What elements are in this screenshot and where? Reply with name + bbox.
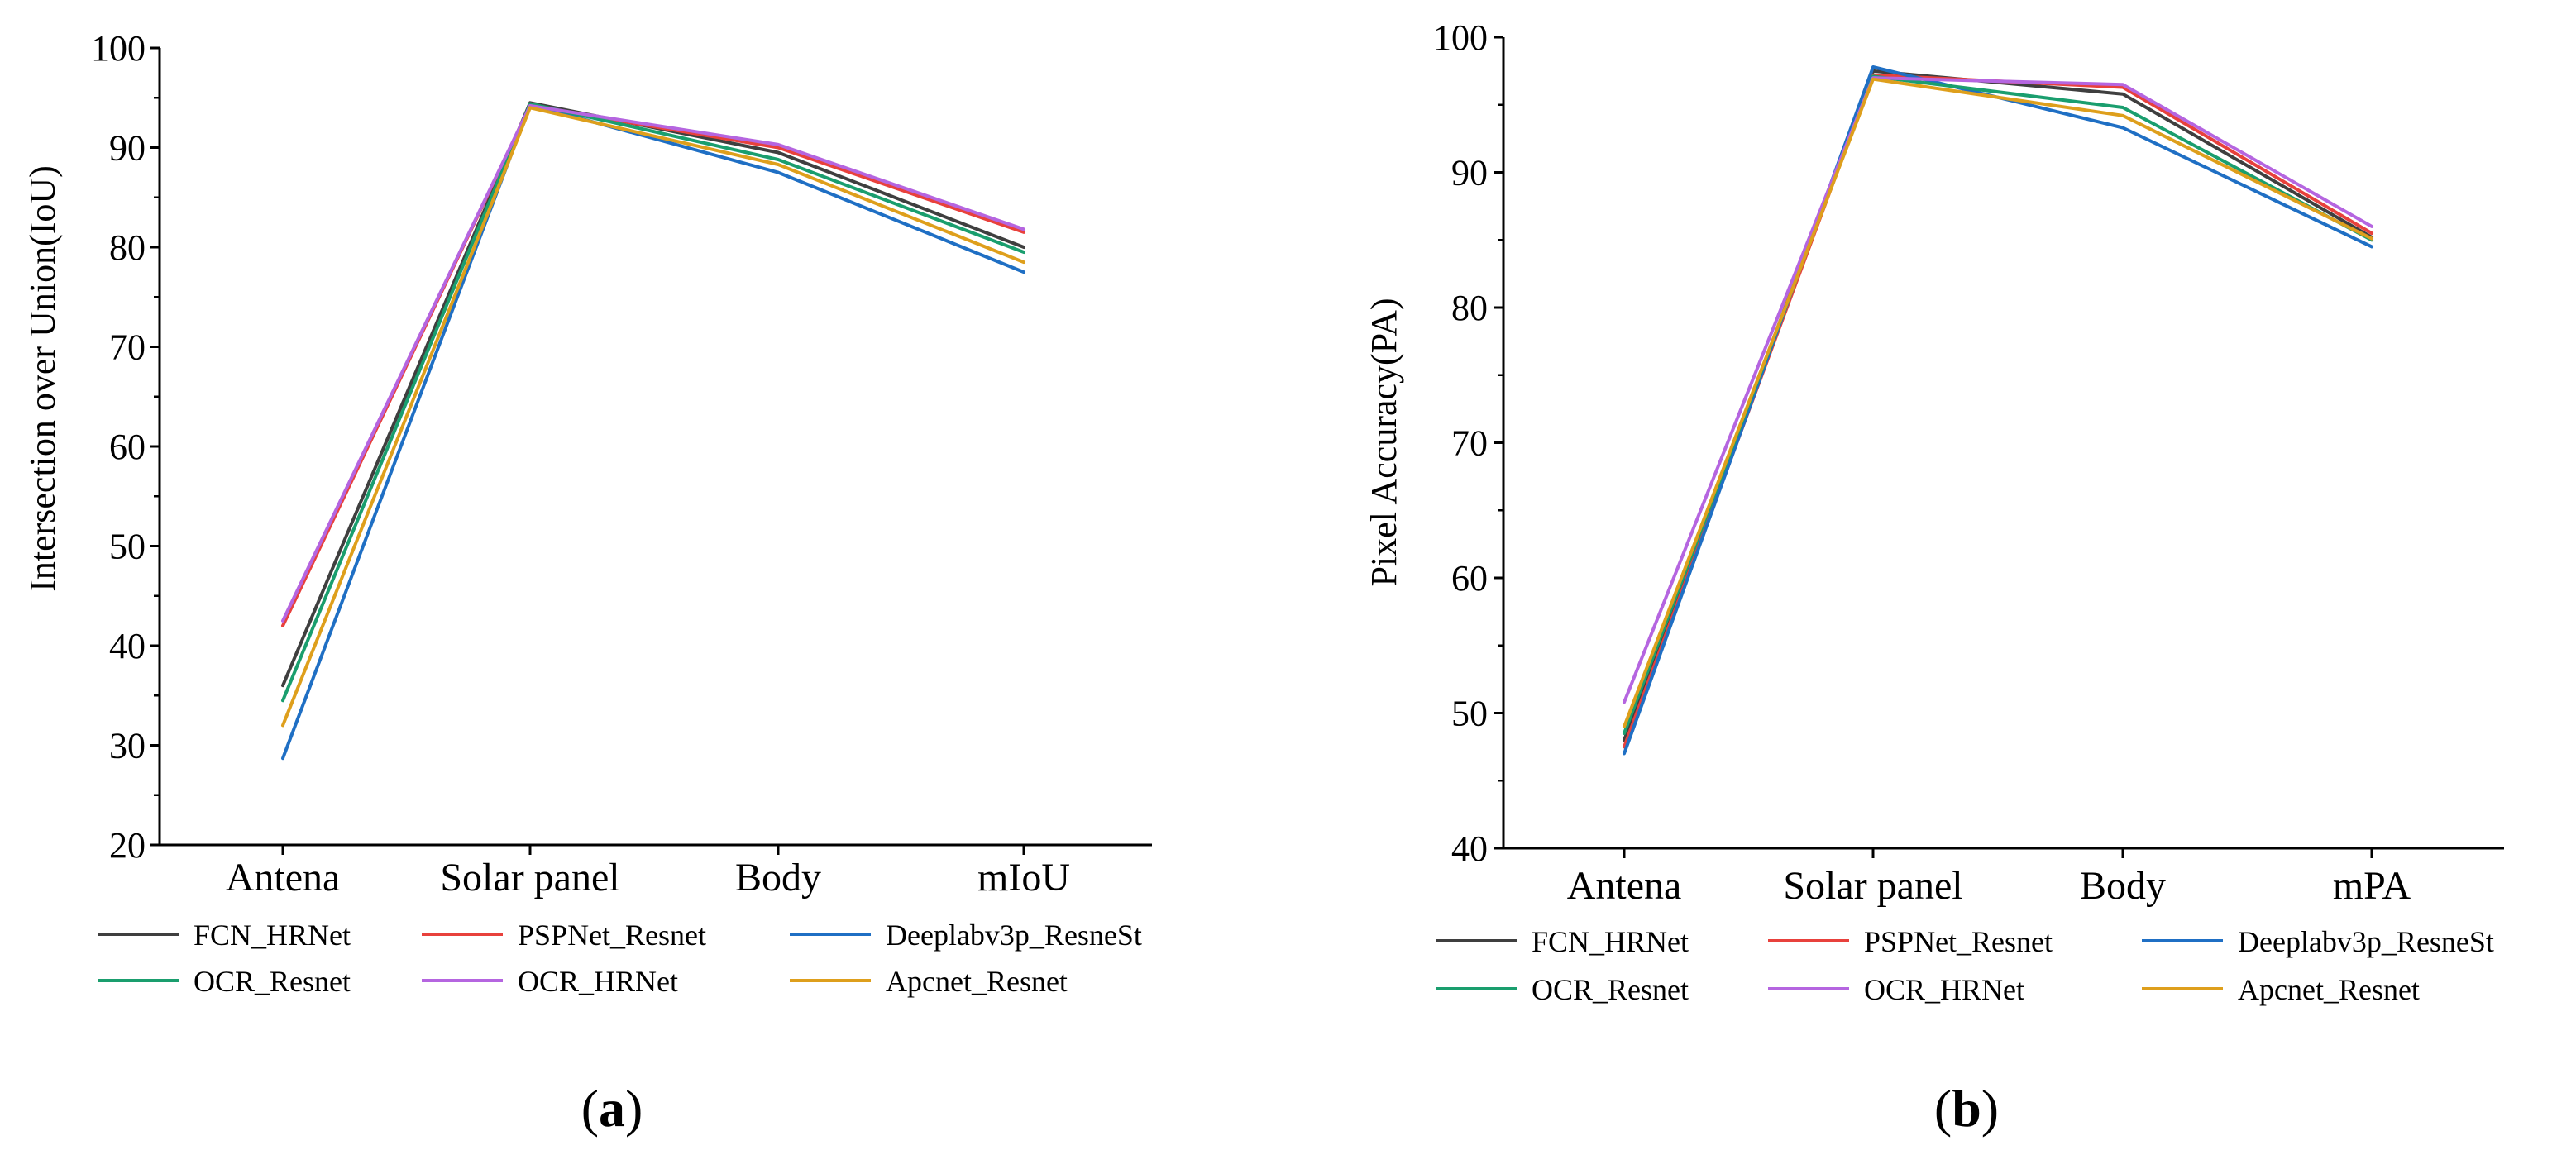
chart-a: 20 30 40 50 60 70 80 90 100 Antena Solar panel Bod…	[22, 28, 1152, 1138]
chart-b-series-line-fcn-hrnet	[1623, 69, 2373, 742]
chart-a-panel-label: (a)	[581, 1079, 643, 1138]
chart-b-series-line-deeplabv3p-resnest	[1623, 65, 2373, 756]
chart-a-series-line-apcnet-resnet	[281, 106, 1025, 728]
chart-a-y-tick-label: 80	[109, 227, 146, 268]
chart-b-y-ticks: 40 50 60 70 80 90 100	[1433, 17, 1503, 869]
chart-a-series	[281, 101, 1025, 761]
chart-a-legend-label-4: OCR_HRNet	[518, 965, 678, 998]
chart-b-axes	[1502, 37, 2504, 850]
chart-a-y-tick-label: 20	[109, 825, 146, 866]
chart-b-y-tick-label: 50	[1451, 694, 1488, 734]
chart-b-legend-label-0: FCN_HRNet	[1532, 925, 1689, 958]
chart-a-panel-letter: a	[599, 1079, 625, 1138]
chart-b-series-line-ocr-hrnet	[1623, 76, 2373, 704]
chart-b-legend-label-5: Apcnet_Resnet	[2238, 973, 2420, 1006]
chart-b-series	[1623, 65, 2373, 756]
chart-b-y-tick-label: 70	[1451, 423, 1488, 464]
chart-a-y-tick-label: 40	[109, 626, 146, 666]
chart-b-panel-letter: b	[1952, 1079, 1981, 1138]
chart-a-series-line-ocr-hrnet	[281, 103, 1025, 623]
chart-a-legend-label-0: FCN_HRNet	[194, 919, 351, 952]
chart-a-legend-label-3: OCR_Resnet	[194, 965, 351, 998]
chart-a-x-tick-label: Antena	[226, 856, 341, 899]
chart-a-y-tick-label: 30	[109, 726, 146, 766]
chart-a-legend-label-1: PSPNet_Resnet	[518, 919, 706, 952]
chart-a-y-tick-label: 50	[109, 527, 146, 567]
chart-a-y-tick-label: 100	[91, 28, 146, 69]
chart-b-legend-label-2: Deeplabv3p_ResneSt	[2238, 925, 2494, 958]
chart-b-y-tick-label: 90	[1451, 153, 1488, 193]
chart-b-legend-label-3: OCR_Resnet	[1532, 973, 1689, 1006]
chart-b: 40 50 60 70 80 90 100 Antena Solar panel Body mPA…	[1364, 17, 2504, 1138]
chart-a-x-tick-label: mIoU	[977, 856, 1070, 899]
chart-b-y-axis-title: Pixel Accuracy(PA)	[1364, 298, 1404, 586]
chart-b-x-tick-label: mPA	[2333, 864, 2411, 908]
chart-b-x-tick-label: Solar panel	[1783, 864, 1962, 908]
chart-b-legend: FCN_HRNet PSPNet_Resnet Deeplabv3p_Resne…	[1436, 925, 2494, 1006]
chart-b-legend-label-4: OCR_HRNet	[1864, 973, 2024, 1006]
chart-b-y-tick-label: 60	[1451, 558, 1488, 599]
chart-a-x-tick-label: Body	[735, 856, 821, 899]
chart-a-axes	[158, 48, 1152, 847]
chart-a-y-ticks: 20 30 40 50 60 70 80 90 100	[91, 28, 160, 866]
chart-a-series-line-ocr-resnet	[281, 102, 1025, 703]
chart-b-panel-label: (b)	[1934, 1079, 1999, 1138]
chart-a-y-tick-label: 60	[109, 427, 146, 467]
chart-b-series-line-pspnet-resnet	[1623, 73, 2373, 749]
chart-a-legend: FCN_HRNet PSPNet_Resnet Deeplabv3p_Resne…	[98, 919, 1142, 998]
chart-b-x-ticks: Antena Solar panel Body mPA	[1567, 848, 2411, 908]
chart-b-x-tick-label: Body	[2080, 864, 2166, 908]
chart-b-y-tick-label: 100	[1433, 17, 1488, 58]
chart-a-legend-label-5: Apcnet_Resnet	[886, 965, 1068, 998]
chart-b-y-tick-label: 80	[1451, 288, 1488, 328]
chart-b-series-line-apcnet-resnet	[1623, 77, 2373, 728]
chart-a-y-tick-label: 70	[109, 327, 146, 368]
chart-b-y-tick-label: 40	[1451, 828, 1488, 869]
chart-a-x-tick-label: Solar panel	[440, 856, 619, 899]
chart-b-legend-label-1: PSPNet_Resnet	[1864, 925, 2053, 958]
chart-a-series-line-pspnet-resnet	[281, 103, 1025, 627]
chart-a-x-ticks: Antena Solar panel Body mIoU	[226, 845, 1070, 899]
chart-a-series-line-deeplabv3p-resnest	[281, 103, 1025, 761]
chart-a-legend-label-2: Deeplabv3p_ResneSt	[886, 919, 1142, 952]
chart-a-y-tick-label: 90	[109, 128, 146, 169]
chart-b-series-line-ocr-resnet	[1623, 74, 2373, 735]
chart-b-x-tick-label: Antena	[1567, 864, 1682, 908]
chart-a-y-axis-title: Intersection over Union(IoU)	[22, 165, 63, 592]
